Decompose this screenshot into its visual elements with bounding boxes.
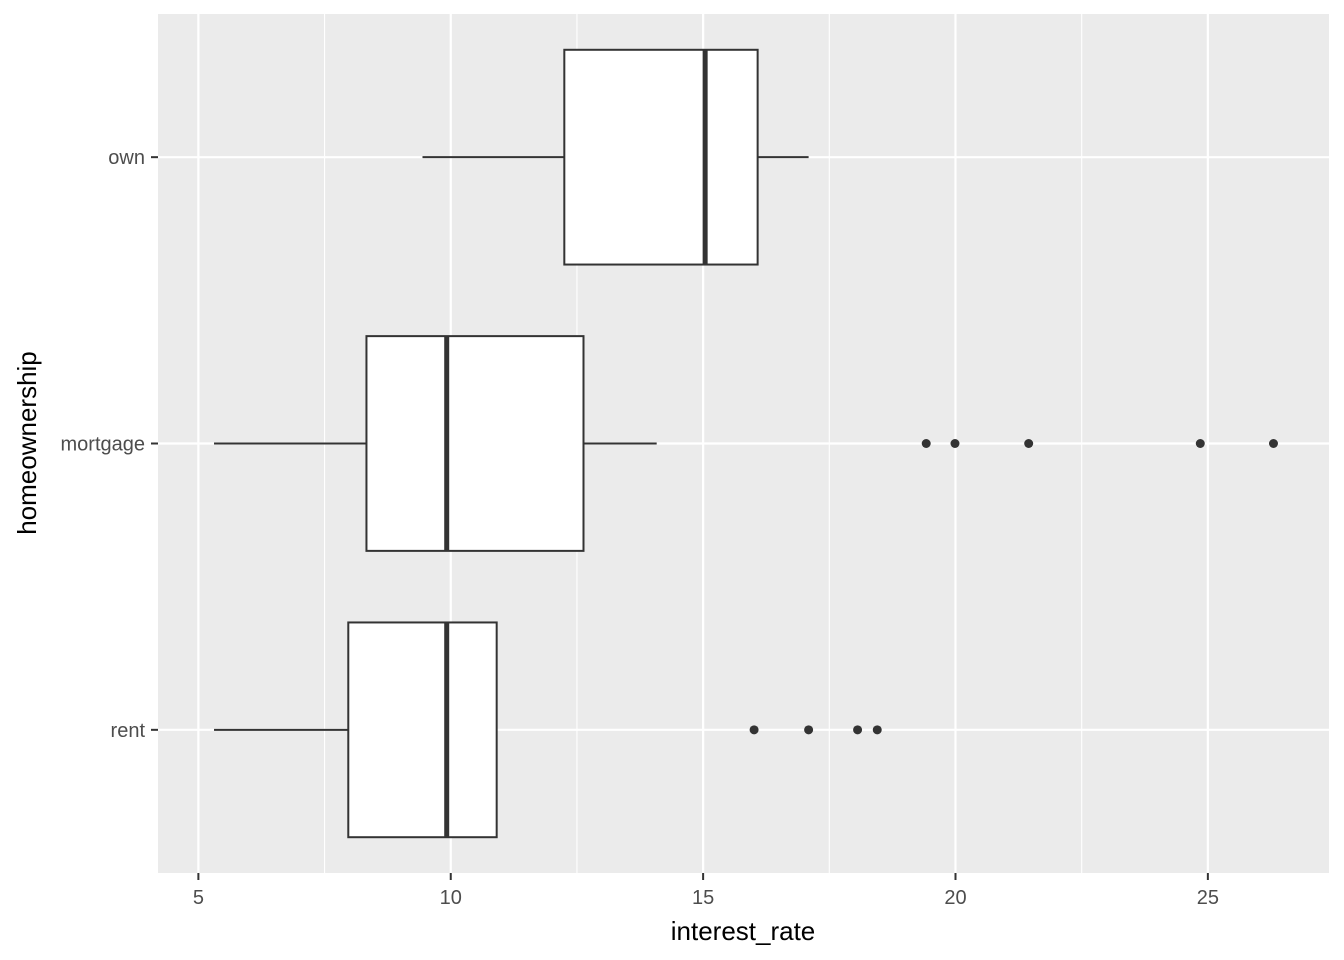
x-tick-label: 10 — [440, 887, 462, 909]
boxes-layer — [214, 48, 1278, 839]
x-tick-label: 15 — [692, 887, 714, 909]
outlier-point — [749, 725, 759, 735]
box-mortgage — [214, 335, 1278, 552]
outlier-point — [921, 439, 931, 448]
x-axis-title: interest_rate — [671, 916, 816, 946]
outlier-point — [1195, 439, 1205, 448]
y-axis-title: homeownership — [12, 351, 42, 535]
x-axis: 5 10 15 20 25 — [193, 873, 1219, 909]
box-rent — [214, 621, 882, 839]
x-tick-label: 25 — [1197, 887, 1219, 909]
outlier-point — [872, 725, 882, 735]
box-own — [422, 48, 809, 266]
outlier-point — [1268, 439, 1278, 448]
y-tick-label: mortgage — [61, 434, 146, 456]
x-tick-label: 20 — [944, 887, 966, 909]
x-tick-label: 5 — [193, 887, 204, 909]
y-axis: own mortgage rent — [61, 147, 158, 742]
box-iqr — [563, 48, 759, 266]
box-iqr — [365, 335, 585, 552]
box-iqr — [347, 621, 498, 839]
outlier-point — [950, 439, 960, 448]
outlier-point — [853, 725, 863, 735]
outlier-point — [1024, 439, 1034, 448]
y-tick-label: own — [108, 147, 145, 169]
y-tick-label: rent — [111, 720, 146, 742]
outlier-point — [804, 725, 814, 735]
